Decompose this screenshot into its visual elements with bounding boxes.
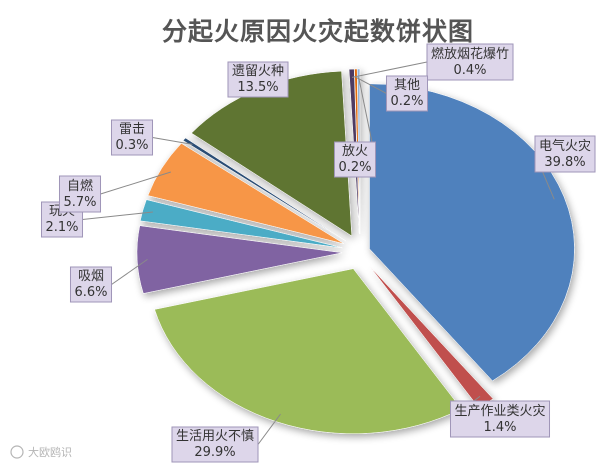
- slice-percent: 0.2%: [338, 160, 371, 175]
- pie-slice: [182, 137, 346, 242]
- leader-line: [111, 258, 148, 285]
- watermark: 大欧鸥识: [10, 445, 72, 459]
- label-box: [426, 43, 514, 81]
- slice-percent: 1.4%: [483, 420, 516, 435]
- slice-category: 电气火灾: [539, 138, 591, 154]
- label-box: [449, 400, 551, 438]
- leader-line: [355, 76, 387, 94]
- leader-line: [152, 137, 193, 145]
- slice-percent: 29.9%: [194, 445, 235, 460]
- slice-percent: 39.8%: [544, 155, 585, 170]
- leader-line: [100, 171, 171, 195]
- leader-lines: [82, 61, 555, 445]
- slice-category: 遗留火种: [232, 64, 284, 79]
- slice-percent: 0.3%: [115, 138, 148, 153]
- label-box: [227, 61, 289, 98]
- slice-label: 放火0.2%: [333, 141, 377, 178]
- leader-line: [257, 413, 281, 445]
- slice-category: 生活用火不慎: [176, 429, 254, 444]
- slice-label: 其他0.2%: [385, 75, 429, 112]
- slice-label: 玩火2.1%: [40, 201, 84, 238]
- slices-group: [136, 68, 575, 434]
- label-box: [385, 75, 429, 112]
- camera-icon: [10, 445, 24, 459]
- watermark-text: 大欧鸥识: [28, 445, 72, 459]
- slice-percent: 5.7%: [63, 195, 96, 210]
- pie-slice: [154, 268, 462, 434]
- slice-percent: 2.1%: [45, 220, 78, 235]
- slice-category: 雷击: [119, 122, 145, 137]
- pie-slice: [136, 225, 343, 294]
- slice-label: 自燃5.7%: [58, 175, 102, 213]
- slice-percent: 0.2%: [390, 94, 423, 109]
- leader-line: [351, 61, 428, 78]
- slice-category: 放火: [342, 144, 368, 159]
- slice-category: 生产作业类火灾: [454, 403, 545, 419]
- label-box: [58, 175, 102, 213]
- slice-percent: 0.4%: [453, 63, 486, 78]
- pie-slice: [139, 199, 343, 249]
- slice-category: 自燃: [67, 178, 93, 194]
- slice-percent: 6.6%: [74, 285, 107, 300]
- chart-title: 分起火原因火灾起数饼状图: [162, 17, 474, 46]
- slice-category: 燃放烟花爆竹: [431, 46, 509, 62]
- leader-line: [82, 211, 153, 220]
- label-box: [534, 135, 596, 173]
- slice-category: 吸烟: [78, 269, 104, 284]
- slice-label: 雷击0.3%: [110, 119, 154, 156]
- pie-slice: [369, 83, 575, 382]
- label-box: [69, 266, 113, 303]
- label-box: [110, 119, 154, 156]
- slice-category: 其他: [394, 78, 420, 93]
- slice-label: 吸烟6.6%: [69, 266, 113, 303]
- slice-percent: 13.5%: [237, 80, 278, 95]
- label-box: [333, 141, 377, 178]
- pie-slice: [147, 143, 345, 245]
- label-box: [171, 426, 259, 463]
